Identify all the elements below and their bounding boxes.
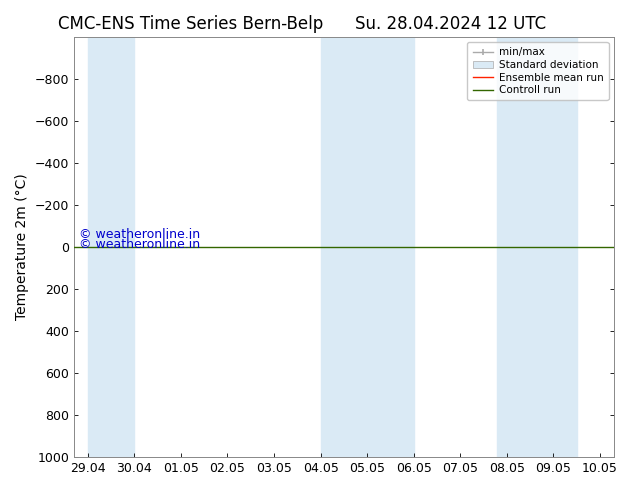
Y-axis label: Temperature 2m (°C): Temperature 2m (°C)	[15, 174, 29, 320]
Text: Su. 28.04.2024 12 UTC: Su. 28.04.2024 12 UTC	[354, 15, 546, 33]
Text: © weatheronline.in: © weatheronline.in	[79, 238, 200, 251]
Bar	[498, 37, 576, 457]
Text: © weatheronline.in: © weatheronline.in	[79, 228, 200, 241]
Bar	[88, 37, 134, 457]
Bar	[321, 37, 413, 457]
Legend: min/max, Standard deviation, Ensemble mean run, Controll run: min/max, Standard deviation, Ensemble me…	[467, 42, 609, 100]
Text: CMC-ENS Time Series Bern-Belp: CMC-ENS Time Series Bern-Belp	[58, 15, 323, 33]
